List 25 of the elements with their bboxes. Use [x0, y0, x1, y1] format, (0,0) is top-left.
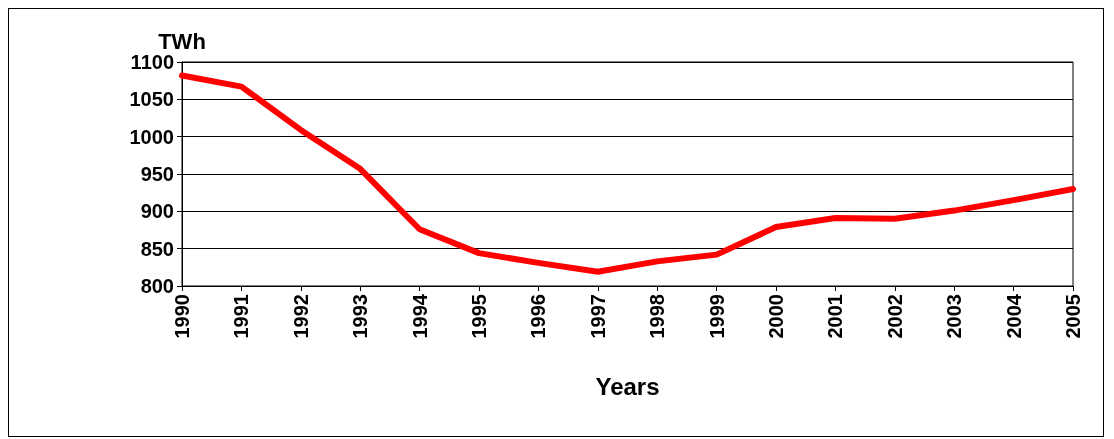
y-tick-label: 900 — [140, 200, 174, 223]
x-tick-label: 1997 — [586, 294, 609, 339]
x-tick-label: 1994 — [408, 293, 431, 339]
x-tick-label: 2003 — [943, 294, 966, 339]
y-tick-label: 850 — [140, 237, 174, 260]
y-tick-label: 1100 — [130, 51, 174, 73]
x-tick-label: 1993 — [349, 294, 372, 339]
x-tick-label: 2005 — [1062, 294, 1084, 339]
y-tick-label: 950 — [140, 163, 174, 185]
y-axis-title: TWh — [158, 28, 206, 54]
y-tick-label: 1050 — [129, 88, 174, 111]
x-tick-label: 1999 — [705, 294, 728, 339]
x-tick-label: 1991 — [230, 294, 253, 339]
x-tick-label: 2000 — [765, 294, 787, 339]
x-axis-title: Years — [595, 372, 660, 400]
y-tick-label: 1000 — [129, 125, 174, 148]
y-tick-label: 800 — [140, 275, 174, 297]
x-tick-label: 1998 — [646, 294, 669, 339]
x-tick-label: 1996 — [527, 294, 550, 339]
x-tick-label: 1992 — [289, 294, 312, 339]
x-tick-label: 2002 — [883, 294, 906, 339]
x-tick-label: 1995 — [468, 294, 490, 339]
x-tick-label: 2004 — [1002, 293, 1025, 339]
x-tick-label: 1990 — [171, 294, 193, 339]
x-tick-label: 2001 — [824, 294, 847, 339]
